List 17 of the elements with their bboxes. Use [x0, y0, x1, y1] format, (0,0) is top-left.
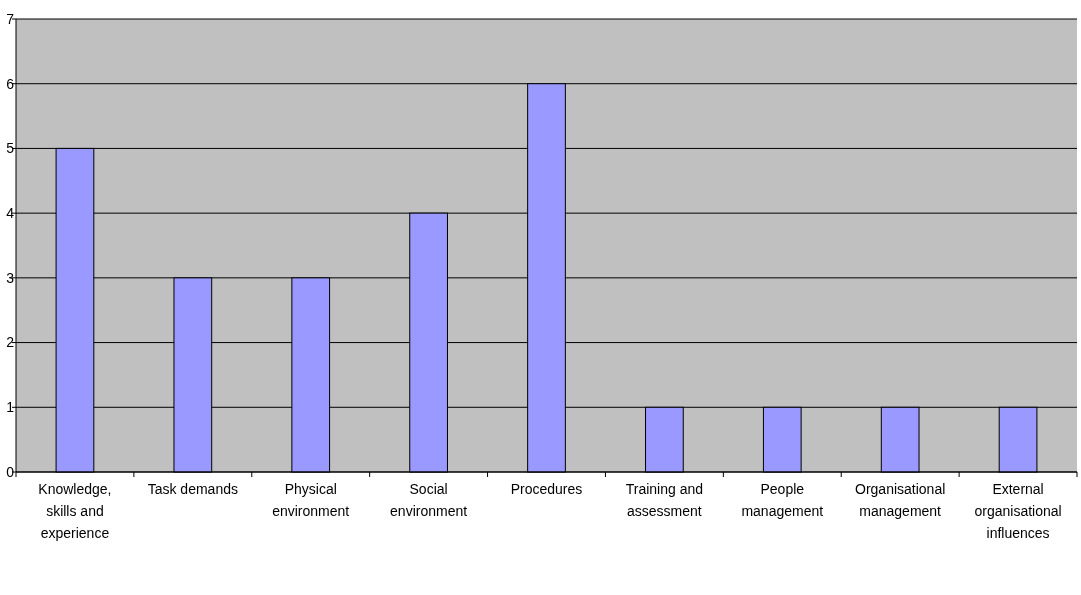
- x-tick-label: Organisational management: [855, 481, 946, 519]
- x-tick-label: Knowledge, skills and experience: [38, 481, 112, 541]
- x-tick-label: External organisational influences: [974, 481, 1062, 541]
- y-tick-label: 3: [6, 269, 15, 286]
- x-tick-label: Task demands: [147, 481, 238, 497]
- y-tick-label: 5: [6, 140, 15, 157]
- x-tick-label: Procedures: [510, 481, 583, 497]
- x-tick-label: People management: [741, 481, 824, 519]
- x-tick-label: Physical environment: [272, 481, 350, 519]
- x-tick-label: Training and assessment: [625, 481, 704, 519]
- x-tick-label: Social environment: [390, 481, 468, 519]
- y-tick-label: 7: [6, 10, 15, 27]
- y-tick-label: 6: [6, 75, 15, 92]
- y-tick-label: 2: [6, 334, 15, 351]
- y-tick-label: 0: [6, 463, 15, 480]
- y-tick-label: 4: [6, 205, 15, 222]
- y-tick-label: 1: [6, 399, 15, 416]
